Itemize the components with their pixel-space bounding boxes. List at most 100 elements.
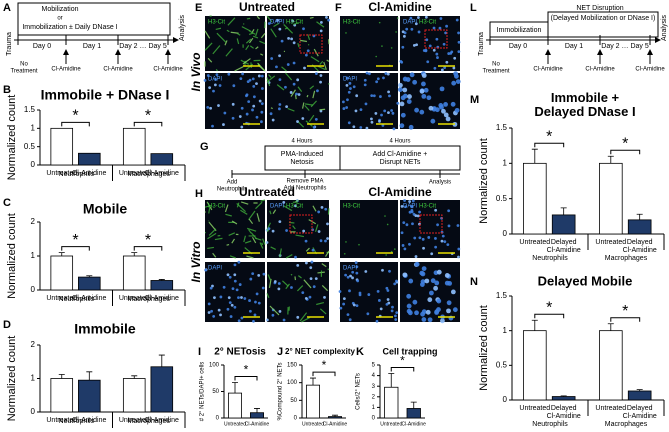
nucleus [401, 244, 405, 247]
nucleus [444, 280, 450, 286]
nucleus [376, 77, 380, 81]
chart-title: Mobile [83, 201, 128, 217]
fiber [227, 17, 236, 26]
duration: 4 Hours [291, 139, 312, 145]
nucleus [269, 112, 273, 116]
y-axis-title: Cells/2° NETs [356, 373, 362, 410]
micrograph-tile: DAPI H3-Cit [400, 199, 461, 259]
nucleus [257, 273, 261, 277]
fiber [229, 255, 237, 259]
nucleus [432, 48, 436, 52]
nucleus [447, 52, 451, 55]
nucleus [295, 92, 298, 96]
fiber [234, 66, 244, 72]
bar [150, 153, 174, 166]
nucleus [342, 297, 346, 301]
bar-label: Cl-Amidine [72, 295, 106, 302]
nucleus [364, 102, 368, 106]
bar-chart: J 2° NET complexity%Compound 2° NETs 0 50 10… [277, 346, 355, 427]
nucleus [238, 115, 242, 118]
bar [78, 276, 101, 291]
phase-text: (Delayed Mobilization or DNase I) [551, 15, 656, 22]
fiber [285, 72, 293, 81]
nucleus [345, 76, 349, 80]
speck [396, 17, 399, 19]
nucleus [370, 120, 374, 124]
fiber [281, 66, 287, 72]
nucleus [296, 263, 300, 267]
nucleus [219, 313, 222, 317]
bar-label: Untreated [119, 170, 150, 177]
nucleus [377, 299, 381, 302]
fiber [279, 248, 282, 258]
nucleus [284, 85, 287, 89]
nucleus [252, 104, 256, 108]
treatment-label: Cl-Amidine [153, 67, 183, 73]
zoom-box [289, 214, 313, 234]
micrograph-tile: DAPI [340, 71, 400, 131]
speck [381, 45, 383, 47]
fiber [304, 104, 310, 111]
panel-label: B [3, 84, 11, 96]
significance-label: * [244, 363, 249, 377]
speck [395, 31, 397, 33]
nucleus [302, 229, 306, 233]
significance-label: * [72, 108, 78, 125]
nucleus [290, 286, 293, 289]
nucleus [425, 309, 431, 315]
event-label: Add Neutrophils [217, 179, 247, 192]
fiber [204, 30, 211, 39]
fiber [304, 103, 314, 106]
nucleus [348, 318, 352, 322]
fiber [300, 39, 308, 43]
nucleus [416, 16, 420, 19]
nucleus [385, 302, 389, 306]
tile-bg [205, 16, 265, 71]
bar-chart: B Immobile + DNase I Normalized count 0 0.5 1… [3, 84, 186, 181]
nucleus [366, 312, 370, 316]
nucleus [414, 310, 419, 316]
group-label: Neutrophils [59, 296, 95, 303]
nucleus [430, 118, 436, 124]
nucleus [409, 16, 413, 20]
bar-label: Untreated [595, 239, 626, 246]
nucleus [260, 87, 264, 90]
fiber [231, 220, 238, 225]
panel-label: M [470, 94, 479, 106]
event-label: Remove PMA [286, 179, 323, 185]
panel-title: Untreated [239, 0, 295, 14]
nucleus [436, 298, 442, 304]
panel-label: K [356, 346, 364, 358]
fiber [316, 21, 325, 28]
nucleus [245, 112, 249, 116]
nucleus [267, 22, 271, 25]
nucleus [290, 37, 294, 41]
bar-label: Untreated [119, 295, 150, 302]
nucleus [346, 98, 349, 102]
nucleus [247, 100, 251, 104]
fiber [216, 32, 227, 43]
bar-label: Cl-Amidine [145, 417, 179, 424]
fiber [303, 279, 312, 289]
fiber [290, 89, 296, 97]
nucleus [434, 245, 438, 249]
fiber [309, 85, 315, 90]
fiber [270, 28, 277, 38]
group-label: Neutrophils [59, 171, 95, 178]
zoom-box [424, 29, 448, 49]
nucleus [210, 309, 213, 313]
significance-label: * [400, 354, 405, 368]
nucleus [434, 208, 438, 212]
nucleus [436, 223, 439, 227]
x-tick-label: Cl-Amidine [402, 421, 427, 427]
nucleus [407, 94, 412, 99]
fiber [301, 102, 305, 109]
fiber [242, 58, 251, 65]
nucleus [355, 94, 359, 98]
bar [523, 330, 547, 401]
y-tick-label: 50 [212, 389, 219, 395]
nucleus [206, 105, 210, 109]
nucleus [388, 94, 391, 98]
bar [50, 127, 74, 166]
nucleus [303, 66, 306, 70]
